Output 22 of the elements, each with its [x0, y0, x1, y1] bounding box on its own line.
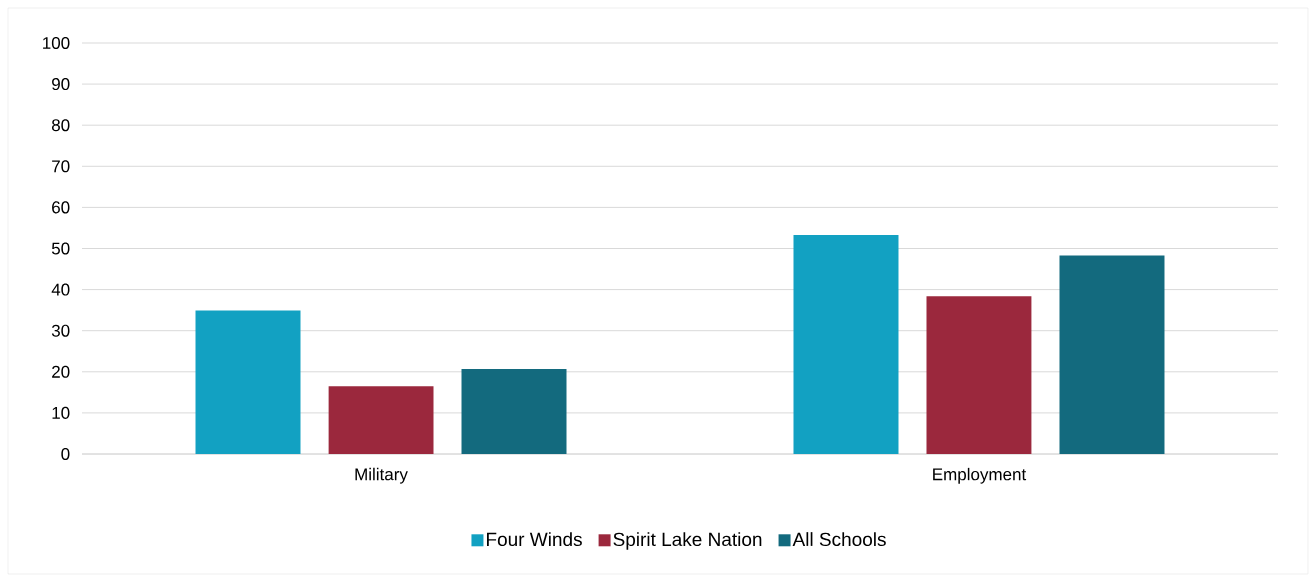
y-tick-label: 70: [52, 160, 70, 173]
bar: [461, 368, 567, 454]
x-tick-label: Employment: [933, 467, 1027, 484]
y-tick-label: 60: [52, 201, 70, 214]
y-tick-label: 80: [51, 119, 70, 132]
y-tick-label: 0: [61, 447, 70, 461]
y-tick-label: 90: [52, 78, 70, 91]
bar: [328, 386, 434, 454]
legend-label: Four Winds: [487, 532, 582, 547]
bar: [793, 234, 899, 454]
bar: [1059, 255, 1165, 454]
y-tick-label: 40: [51, 283, 70, 296]
y-tick-label: 20: [52, 365, 70, 378]
legend-label: Spirit Lake Nation: [613, 532, 762, 550]
y-tick-label: 50: [51, 242, 70, 255]
bar: [195, 310, 301, 454]
bar: [926, 296, 1032, 454]
y-tick-label: 100: [43, 36, 70, 50]
x-tick-label: Military: [355, 467, 408, 484]
y-tick-label: 30: [51, 324, 70, 337]
legend-label: All Schools: [792, 532, 886, 547]
y-tick-label: 10: [52, 406, 70, 419]
